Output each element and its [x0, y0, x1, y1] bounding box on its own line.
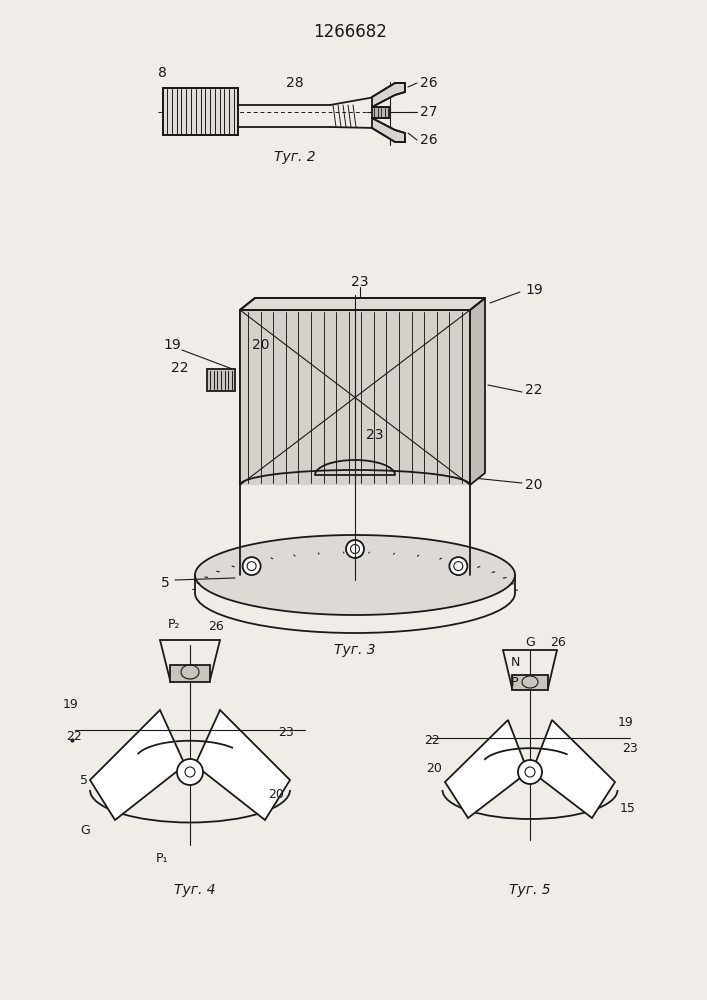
Text: P: P	[510, 676, 518, 688]
Text: Τуг. 5: Τуг. 5	[509, 883, 551, 897]
Text: 23: 23	[278, 726, 293, 738]
Text: 15: 15	[620, 802, 636, 814]
Text: 19: 19	[163, 338, 181, 352]
Polygon shape	[170, 665, 210, 682]
Text: 26: 26	[550, 636, 566, 648]
Polygon shape	[207, 369, 235, 391]
Polygon shape	[240, 310, 470, 485]
Circle shape	[177, 759, 203, 785]
Text: 23: 23	[351, 275, 369, 289]
Text: P₁: P₁	[156, 852, 168, 864]
Text: 19: 19	[525, 283, 543, 297]
Polygon shape	[195, 535, 515, 615]
Text: Τуг. 2: Τуг. 2	[274, 150, 316, 164]
Text: 22: 22	[525, 383, 542, 397]
Circle shape	[346, 540, 364, 558]
Circle shape	[243, 557, 261, 575]
Text: 26: 26	[420, 133, 438, 147]
Text: 8: 8	[158, 66, 166, 80]
Text: 22: 22	[171, 361, 189, 375]
Text: 20: 20	[268, 788, 284, 802]
Polygon shape	[372, 107, 390, 118]
Text: 5: 5	[160, 576, 170, 590]
Text: 22: 22	[66, 730, 82, 744]
Polygon shape	[163, 88, 238, 135]
Polygon shape	[240, 298, 255, 485]
Text: 27: 27	[420, 105, 438, 119]
Text: 23: 23	[622, 742, 638, 754]
Polygon shape	[90, 710, 185, 820]
Text: 20: 20	[252, 338, 269, 352]
Polygon shape	[372, 118, 405, 142]
Polygon shape	[372, 83, 405, 107]
Text: G: G	[81, 824, 90, 836]
Text: 26: 26	[208, 620, 223, 634]
Text: G: G	[525, 636, 535, 648]
Text: 20: 20	[525, 478, 542, 492]
Text: 19: 19	[62, 698, 78, 712]
Polygon shape	[532, 720, 615, 818]
Text: 28: 28	[286, 76, 304, 90]
Polygon shape	[512, 675, 548, 690]
Polygon shape	[240, 298, 485, 310]
Text: Τуг. 4: Τуг. 4	[174, 883, 216, 897]
Text: 1266682: 1266682	[313, 23, 387, 41]
Text: 5: 5	[80, 774, 88, 786]
Text: Τуг. 3: Τуг. 3	[334, 643, 376, 657]
Text: N: N	[510, 656, 520, 670]
Text: 19: 19	[618, 716, 633, 728]
Text: 23: 23	[366, 428, 384, 442]
Text: 26: 26	[420, 76, 438, 90]
Polygon shape	[445, 720, 528, 818]
Text: P₂: P₂	[168, 618, 180, 632]
Text: 22: 22	[424, 734, 440, 746]
Text: 20: 20	[426, 762, 442, 774]
Polygon shape	[195, 710, 290, 820]
Polygon shape	[470, 298, 485, 485]
Circle shape	[518, 760, 542, 784]
Circle shape	[450, 557, 467, 575]
